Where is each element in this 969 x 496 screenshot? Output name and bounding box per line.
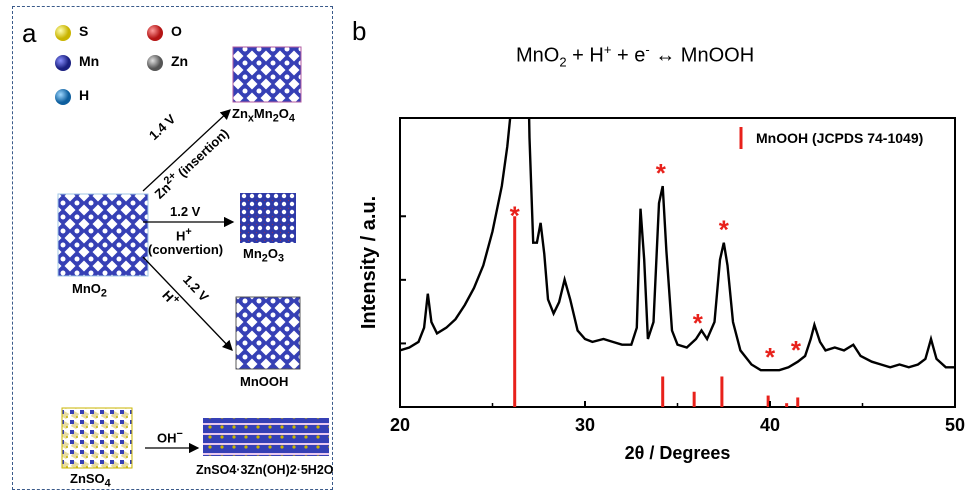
legend-label-mn: Mn: [79, 53, 100, 69]
peak-marker: *: [693, 308, 704, 338]
conversion-note-label: (convertion): [148, 242, 224, 257]
mn2o3-label: Mn2O3: [243, 246, 284, 265]
legend-label-zn: Zn: [171, 53, 189, 69]
zinc-atom-icon: [147, 55, 163, 71]
peak-marker: *: [719, 215, 730, 245]
x-tick-label: 20: [390, 415, 410, 435]
conversion-ion-label: H+: [176, 226, 192, 244]
mnooh-structure-image: [235, 296, 301, 370]
x-tick-label: 30: [575, 415, 595, 435]
peak-marker: *: [510, 201, 521, 231]
znso4-structure-image: [61, 407, 133, 469]
hydrogen-atom-icon: [55, 89, 71, 105]
legend-label-s: S: [79, 23, 89, 39]
znxmn2o4-structure-image: [232, 46, 302, 103]
hydroxide-arrow-label: OH−: [157, 428, 183, 446]
zinc-hydroxide-sulfate-label: ZnSO4·3Zn(OH)2·5H2O: [196, 463, 334, 477]
znxmn2o4-label: ZnxMn2O4: [232, 106, 295, 125]
mnooh-label: MnOOH: [240, 374, 289, 389]
conversion-voltage-label: 1.2 V: [170, 204, 201, 219]
insertion-arrow: [142, 109, 231, 192]
panel-a-frame: [12, 6, 333, 490]
panel-a-graphics: [55, 25, 329, 469]
legend-label: MnOOH (JCPDS 74-1049): [756, 130, 923, 146]
xrd-pattern-line: [400, 118, 955, 372]
panel-a-letter: a: [22, 18, 37, 48]
x-axis-label: 2θ / Degrees: [625, 443, 731, 463]
x-tick-label: 40: [760, 415, 780, 435]
znso4-label: ZnSO4: [70, 471, 111, 490]
xrd-chart: * * * * * * 20 30 40 50 Intensity / a.u. 2θ / De…: [358, 117, 965, 463]
reaction-equation: MnO2 + H+ + e- ↔ MnOOH: [516, 42, 755, 70]
panel-b-letter: b: [352, 16, 367, 46]
x-tick-label: 50: [945, 415, 965, 435]
legend-label-o: O: [171, 23, 182, 39]
mn2o3-structure-image: [240, 193, 296, 243]
peak-marker: *: [765, 342, 776, 372]
mnooh-arrow: [142, 256, 233, 351]
mno2-structure-image: [57, 193, 149, 277]
y-axis-label: Intensity / a.u.: [358, 196, 380, 329]
mno2-label: MnO2: [72, 281, 107, 300]
peak-marker: *: [656, 158, 667, 188]
legend-label-h: H: [79, 87, 90, 103]
oxygen-atom-icon: [147, 25, 163, 41]
peak-marker: *: [791, 335, 802, 365]
manganese-atom-icon: [55, 55, 71, 71]
sulfur-atom-icon: [55, 25, 71, 41]
zinc-hydroxide-sulfate-structure-image: [203, 418, 329, 456]
